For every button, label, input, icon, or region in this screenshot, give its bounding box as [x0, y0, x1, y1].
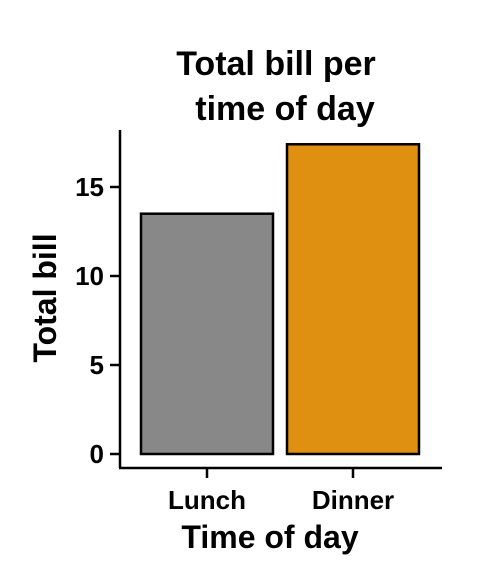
y-tick-label: 15 — [75, 172, 104, 202]
chart-title-line-1: Total bill per — [176, 45, 376, 83]
x-ticks-group: Lunch Dinner — [168, 468, 394, 515]
x-axis-title: Time of day — [181, 519, 358, 555]
x-tick-label-dinner: Dinner — [312, 485, 394, 515]
y-ticks-group: 0 5 10 15 — [75, 172, 120, 469]
y-tick-label: 0 — [90, 439, 104, 469]
bars-group — [139, 143, 421, 456]
chart-title-line-2: time of day — [195, 90, 375, 128]
y-axis-title: Total bill — [27, 233, 63, 362]
y-tick-label: 10 — [75, 261, 104, 291]
bar-lunch — [139, 212, 275, 456]
bar-dinner — [285, 143, 421, 456]
y-tick-label: 5 — [90, 350, 104, 380]
x-tick-label-lunch: Lunch — [168, 485, 246, 515]
